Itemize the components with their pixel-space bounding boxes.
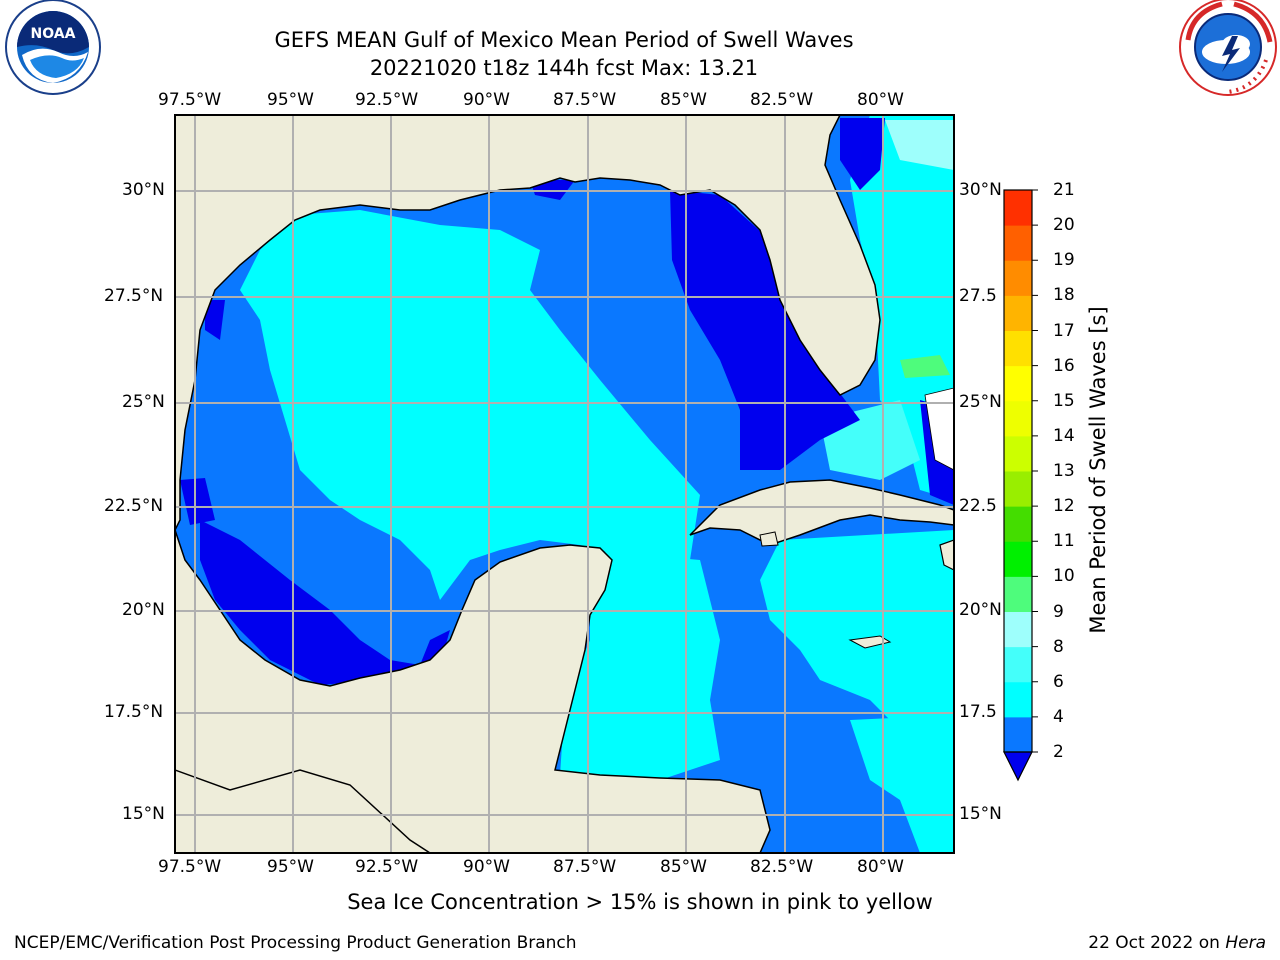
lat-label-right: 17.5 [959, 702, 997, 722]
colorbar-segment [1004, 576, 1032, 612]
lon-label-bottom: 87.5°W [553, 857, 617, 877]
colorbar-segment [1004, 330, 1032, 367]
map-gridlines [175, 115, 954, 853]
land-bahamas [924, 387, 954, 471]
lat-label-left: 27.5°N [104, 286, 164, 306]
colorbar-segment [1004, 435, 1032, 472]
land-mexico-central-america [175, 529, 771, 853]
swell-band-cyan-south [850, 715, 954, 853]
swell-band-darkblue-texas [205, 300, 225, 340]
lat-label-right: 25°N [959, 392, 1002, 412]
lon-label-top: 80°W [857, 90, 904, 110]
colorbar-tick-label: 12 [1053, 496, 1075, 517]
colorbar-tick-label: 10 [1053, 566, 1075, 587]
colorbar-tick-label: 2 [1053, 742, 1064, 762]
colorbar-tick-label: 17 [1053, 320, 1075, 341]
colorbar-tick-label: 21 [1053, 180, 1075, 200]
lat-label-left: 17.5°N [104, 702, 164, 722]
lon-label-top: 90°W [463, 90, 510, 110]
date-stamp: 22 Oct 2022 on Hera [1088, 933, 1266, 953]
colorbar-tick-label: 18 [1053, 285, 1075, 306]
colorbar-segment [1004, 681, 1032, 718]
land-isla-juventud [759, 531, 779, 547]
colorbar-tick-label: 13 [1053, 461, 1075, 481]
colorbar-tick-label: 4 [1053, 706, 1064, 727]
colorbar-segment [1004, 400, 1032, 437]
lon-label-top: 82.5°W [750, 90, 814, 110]
credit-line: NCEP/EMC/Verification Post Processing Pr… [14, 933, 577, 953]
lon-label-bottom: 82.5°W [750, 857, 814, 877]
colorbar-segment [1004, 506, 1032, 542]
colorbar-segment [1004, 471, 1032, 507]
nws-logo [1179, 0, 1277, 96]
colorbar-segment [1004, 716, 1032, 753]
land-hispaniola [939, 539, 954, 571]
colorbar-segment [1004, 365, 1032, 402]
colorbar-label: Mean Period of Swell Waves [s] [1086, 306, 1110, 634]
swell-band-light-atlantic [885, 120, 954, 170]
colorbar-tick-label: 16 [1053, 355, 1075, 376]
colorbar-tick-label: 14 [1053, 425, 1075, 446]
lon-label-bottom: 95°W [267, 857, 314, 877]
lat-label-right: 27.5 [959, 286, 997, 306]
lon-label-bottom: 90°W [463, 857, 510, 877]
colorbar-tick-label: 20 [1053, 215, 1075, 236]
chart-subtitle: 20221020 t18z 144h fcst Max: 13.21 [369, 56, 759, 80]
colorbar-tick-label: 15 [1053, 390, 1075, 411]
lat-label-left: 15°N [122, 804, 165, 824]
colorbar-segment [1004, 295, 1032, 331]
colorbar-segment [1004, 646, 1032, 683]
lat-label-right: 22.5 [959, 496, 997, 516]
colorbar-segment [1004, 225, 1032, 261]
colorbar-segment [1004, 190, 1032, 226]
colorbar-tick-label: 19 [1053, 250, 1075, 271]
land-jamaica [848, 635, 892, 649]
swell-band-cyan-caribbean [760, 530, 954, 730]
map-frame [174, 114, 955, 854]
lon-label-top: 92.5°W [355, 90, 419, 110]
lon-label-bottom: 80°W [857, 857, 904, 877]
chart-title: GEFS MEAN Gulf of Mexico Mean Period of … [274, 28, 854, 52]
lat-label-right: 20°N [959, 600, 1002, 620]
colorbar-segment [1004, 541, 1032, 577]
lat-label-left: 22.5°N [104, 496, 164, 516]
lon-label-bottom: 97.5°W [158, 857, 222, 877]
lon-label-top: 85°W [660, 90, 707, 110]
swell-band-darkblue-west [180, 478, 215, 525]
colorbar-tick-label: 8 [1053, 636, 1064, 657]
colorbar [1003, 189, 1038, 782]
colorbar-segment [1004, 611, 1032, 648]
colorbar-tick-label: 11 [1053, 531, 1075, 552]
swell-band-darkblue-atlantic [840, 118, 885, 190]
colorbar-tick-label: 9 [1053, 601, 1064, 622]
swell-band-cyan-gulf [240, 210, 700, 600]
colorbar-tick-label: 6 [1053, 671, 1064, 692]
lon-label-top: 95°W [267, 90, 314, 110]
lat-label-left: 30°N [122, 180, 165, 200]
lat-label-left: 25°N [122, 392, 165, 412]
lat-label-right: 30°N [959, 180, 1002, 200]
colorbar-under-arrow [1003, 751, 1033, 782]
noaa-logo: NOAA [5, 0, 101, 95]
lon-label-bottom: 92.5°W [355, 857, 419, 877]
swell-band-darkblue-east [670, 190, 860, 470]
lat-label-right: 15°N [959, 804, 1002, 824]
lon-label-top: 87.5°W [553, 90, 617, 110]
lat-label-left: 20°N [122, 600, 165, 620]
machine-name: Hera [1225, 933, 1266, 953]
swell-band-cyan-channel [560, 550, 720, 780]
colorbar-segment [1004, 260, 1032, 296]
noaa-logo-text: NOAA [31, 26, 76, 42]
land-north-america [175, 115, 881, 531]
swell-band-green-bahamas [900, 355, 950, 378]
lon-label-bottom: 85°W [660, 857, 707, 877]
lon-label-top: 97.5°W [158, 90, 222, 110]
swell-band-darkblue-southwest [200, 520, 450, 685]
sea-ice-note: Sea Ice Concentration > 15% is shown in … [347, 890, 933, 914]
date-text: 22 Oct 2022 on [1088, 933, 1220, 953]
